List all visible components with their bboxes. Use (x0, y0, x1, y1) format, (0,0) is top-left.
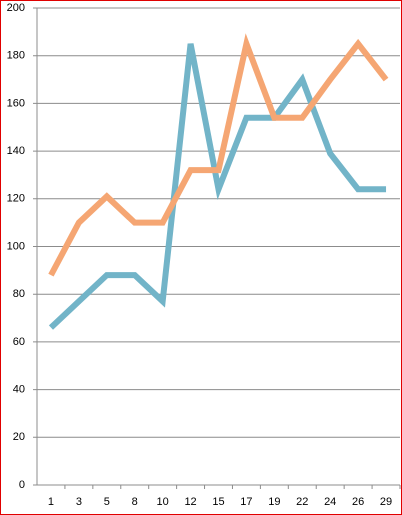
x-tick-label: 1 (48, 496, 54, 508)
x-tick-label: 19 (268, 496, 280, 508)
x-tick-label: 22 (296, 496, 308, 508)
y-tick-label: 0 (19, 479, 25, 491)
x-tick-label: 3 (76, 496, 82, 508)
y-tick-label: 80 (13, 288, 25, 300)
y-tick-label: 20 (13, 431, 25, 443)
x-tick-label: 12 (184, 496, 196, 508)
y-tick-label: 60 (13, 336, 25, 348)
series-line (48, 33, 389, 277)
x-tick-label: 26 (352, 496, 364, 508)
y-tick-label: 140 (7, 145, 25, 157)
x-tick-label: 5 (104, 496, 110, 508)
y-tick-label: 40 (13, 384, 25, 396)
x-tick-label: 24 (324, 496, 336, 508)
y-tick-label: 100 (7, 240, 25, 252)
x-tick-label: 8 (132, 496, 138, 508)
x-tick-label: 10 (157, 496, 169, 508)
x-tick-label: 15 (212, 496, 224, 508)
x-tick-label: 29 (380, 496, 392, 508)
y-tick-label: 160 (7, 97, 25, 109)
x-tick-label: 17 (240, 496, 252, 508)
y-tick-label: 180 (7, 50, 25, 62)
series-line (48, 43, 387, 330)
y-tick-label: 200 (7, 2, 25, 14)
y-tick-label: 120 (7, 193, 25, 205)
